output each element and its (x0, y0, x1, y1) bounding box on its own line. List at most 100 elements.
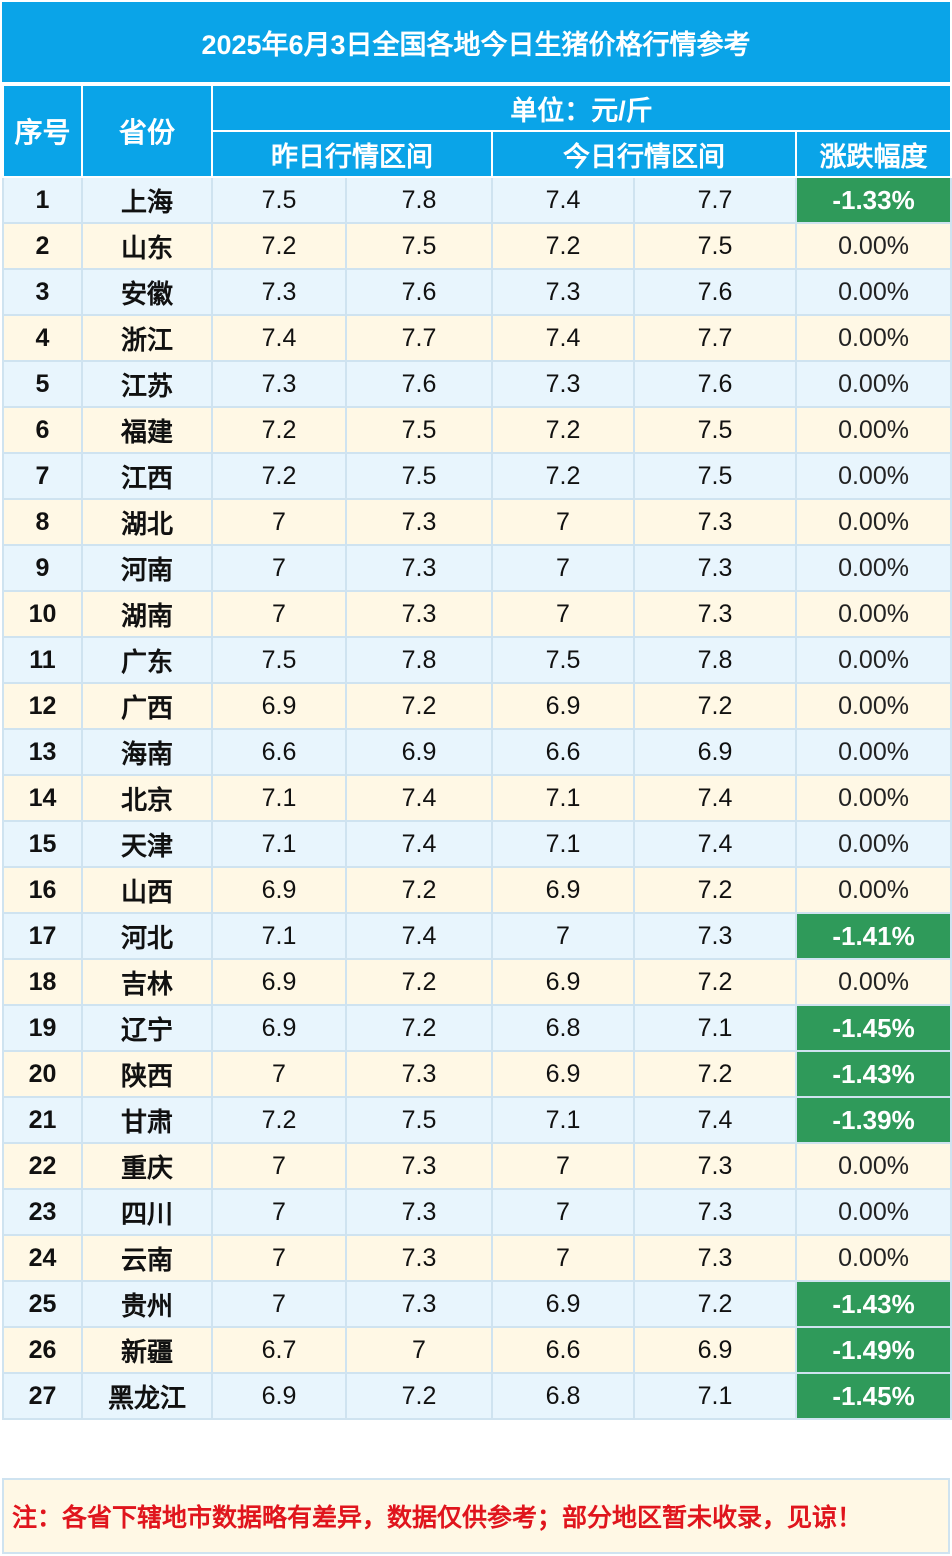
yesterday-low: 6.9 (211, 866, 347, 914)
table-row: 21 甘肃 7.2 7.5 7.1 7.4 -1.39% (2, 1096, 952, 1144)
today-high: 7.3 (633, 590, 797, 638)
yesterday-low: 7 (211, 498, 347, 546)
yesterday-low: 7.1 (211, 820, 347, 868)
today-low: 7.4 (491, 176, 635, 224)
row-index: 20 (2, 1050, 83, 1098)
yesterday-low: 7 (211, 590, 347, 638)
row-index: 14 (2, 774, 83, 822)
today-high: 7.2 (633, 682, 797, 730)
today-high: 7.3 (633, 1234, 797, 1282)
row-index: 18 (2, 958, 83, 1006)
today-low: 6.9 (491, 682, 635, 730)
today-high: 7.3 (633, 498, 797, 546)
row-province: 山东 (81, 222, 213, 270)
table-row: 12 广西 6.9 7.2 6.9 7.2 0.00% (2, 682, 952, 730)
yesterday-low: 6.9 (211, 958, 347, 1006)
header-province: 省份 (81, 84, 213, 178)
today-high: 7.3 (633, 912, 797, 960)
yesterday-high: 7.3 (345, 1280, 493, 1328)
today-low: 6.6 (491, 728, 635, 776)
row-province: 重庆 (81, 1142, 213, 1190)
row-index: 16 (2, 866, 83, 914)
row-province: 海南 (81, 728, 213, 776)
today-high: 7.1 (633, 1004, 797, 1052)
row-province: 广东 (81, 636, 213, 684)
yesterday-high: 7.5 (345, 222, 493, 270)
table-row: 4 浙江 7.4 7.7 7.4 7.7 0.00% (2, 314, 952, 362)
today-high: 7.5 (633, 406, 797, 454)
row-province: 湖南 (81, 590, 213, 638)
row-index: 2 (2, 222, 83, 270)
change-percent: -1.43% (794, 1280, 952, 1328)
yesterday-low: 7 (211, 1234, 347, 1282)
row-province: 云南 (81, 1234, 213, 1282)
change-percent: -1.45% (794, 1004, 952, 1052)
today-high: 7.4 (633, 1096, 797, 1144)
row-province: 上海 (81, 176, 213, 224)
today-high: 7.3 (633, 1142, 797, 1190)
today-low: 6.9 (491, 958, 635, 1006)
yesterday-low: 6.7 (211, 1326, 347, 1374)
today-low: 7.2 (491, 406, 635, 454)
today-low: 7.2 (491, 452, 635, 500)
row-province: 新疆 (81, 1326, 213, 1374)
change-percent: 0.00% (794, 590, 952, 638)
row-index: 10 (2, 590, 83, 638)
row-index: 25 (2, 1280, 83, 1328)
change-percent: 0.00% (794, 222, 952, 270)
today-high: 7.3 (633, 1188, 797, 1236)
change-percent: 0.00% (794, 728, 952, 776)
yesterday-low: 7.5 (211, 176, 347, 224)
today-low: 7.2 (491, 222, 635, 270)
table-row: 19 辽宁 6.9 7.2 6.8 7.1 -1.45% (2, 1004, 952, 1052)
today-high: 7.2 (633, 1280, 797, 1328)
yesterday-low: 7 (211, 1050, 347, 1098)
today-low: 7 (491, 912, 635, 960)
today-low: 7 (491, 544, 635, 592)
change-percent: 0.00% (794, 682, 952, 730)
price-table: 序号 省份 单位：元/斤 昨日行情区间 今日行情区间 涨跌幅度 1 上海 7.5 7.… (2, 84, 952, 1420)
yesterday-high: 7.6 (345, 268, 493, 316)
today-high: 7.3 (633, 544, 797, 592)
row-province: 陕西 (81, 1050, 213, 1098)
header-change: 涨跌幅度 (794, 130, 952, 178)
change-percent: 0.00% (794, 636, 952, 684)
change-percent: -1.43% (794, 1050, 952, 1098)
table-row: 14 北京 7.1 7.4 7.1 7.4 0.00% (2, 774, 952, 822)
yesterday-high: 7.3 (345, 590, 493, 638)
row-province: 北京 (81, 774, 213, 822)
today-high: 7.6 (633, 360, 797, 408)
row-index: 4 (2, 314, 83, 362)
table-row: 2 山东 7.2 7.5 7.2 7.5 0.00% (2, 222, 952, 270)
yesterday-low: 7 (211, 1142, 347, 1190)
today-high: 7.1 (633, 1372, 797, 1420)
change-percent: 0.00% (794, 958, 952, 1006)
yesterday-high: 7.3 (345, 1142, 493, 1190)
row-index: 19 (2, 1004, 83, 1052)
yesterday-high: 7.6 (345, 360, 493, 408)
table-row: 5 江苏 7.3 7.6 7.3 7.6 0.00% (2, 360, 952, 408)
footnote: 注：各省下辖地市数据略有差异，数据仅供参考；部分地区暂未收录，见谅！ (2, 1478, 950, 1554)
today-low: 6.9 (491, 1280, 635, 1328)
row-index: 26 (2, 1326, 83, 1374)
yesterday-low: 7 (211, 1188, 347, 1236)
today-high: 7.2 (633, 1050, 797, 1098)
today-high: 7.6 (633, 268, 797, 316)
yesterday-high: 7.3 (345, 498, 493, 546)
row-province: 天津 (81, 820, 213, 868)
row-index: 17 (2, 912, 83, 960)
change-percent: -1.33% (794, 176, 952, 224)
today-low: 7 (491, 1188, 635, 1236)
change-percent: 0.00% (794, 314, 952, 362)
row-index: 11 (2, 636, 83, 684)
row-province: 黑龙江 (81, 1372, 213, 1420)
table-header: 序号 省份 单位：元/斤 昨日行情区间 今日行情区间 涨跌幅度 (2, 84, 952, 178)
table-row: 7 江西 7.2 7.5 7.2 7.5 0.00% (2, 452, 952, 500)
row-index: 13 (2, 728, 83, 776)
yesterday-high: 7.2 (345, 1004, 493, 1052)
yesterday-low: 7.2 (211, 452, 347, 500)
yesterday-high: 7.4 (345, 912, 493, 960)
row-province: 辽宁 (81, 1004, 213, 1052)
row-province: 江苏 (81, 360, 213, 408)
yesterday-low: 6.9 (211, 1372, 347, 1420)
